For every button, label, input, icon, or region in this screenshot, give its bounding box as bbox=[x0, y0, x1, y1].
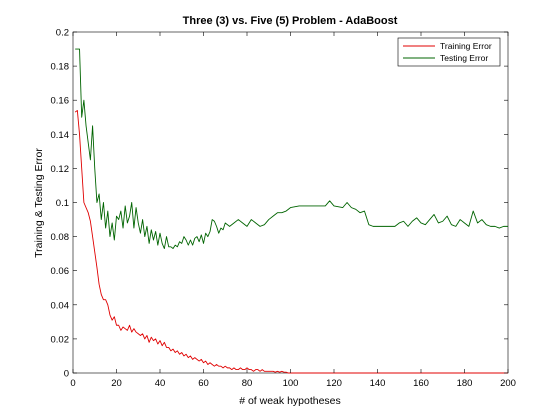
y-tick-label: 0.18 bbox=[51, 62, 70, 73]
plot-area: 0 20 40 60 80 100 120 140 160 180 200 0 0.02 0.04 0.0… bbox=[51, 28, 516, 390]
x-tick-label: 140 bbox=[370, 378, 386, 389]
x-tick-label: 200 bbox=[500, 378, 516, 389]
series-layer bbox=[74, 48, 508, 374]
x-tick-label: 0 bbox=[70, 378, 75, 389]
series-line-training-error bbox=[74, 109, 508, 374]
legend: Training Error Testing Error bbox=[397, 37, 501, 67]
x-tick-label: 60 bbox=[198, 378, 209, 389]
y-tick-label: 0.16 bbox=[51, 96, 70, 107]
x-tick-label: 100 bbox=[283, 378, 299, 389]
y-axis-label: Training & Testing Error bbox=[33, 148, 45, 258]
plot-frame bbox=[72, 31, 509, 374]
y-tick-label: 0.08 bbox=[51, 232, 70, 243]
y-tick-label: 0.12 bbox=[51, 164, 70, 175]
legend-label-testing-error: Testing Error bbox=[440, 53, 488, 63]
y-tick-label: 0.1 bbox=[56, 198, 69, 209]
x-tick-label: 20 bbox=[111, 378, 122, 389]
x-axis-label: # of weak hypotheses bbox=[239, 395, 341, 407]
x-tick-label: 80 bbox=[242, 378, 253, 389]
y-tick-label: 0.04 bbox=[51, 300, 70, 311]
legend-label-training-error: Training Error bbox=[440, 41, 492, 51]
y-tick-label: 0.2 bbox=[56, 28, 69, 39]
x-tick-label: 160 bbox=[413, 378, 429, 389]
y-tick-label: 0 bbox=[64, 369, 69, 380]
y-tick-label: 0.06 bbox=[51, 266, 70, 277]
x-tick-label: 40 bbox=[155, 378, 166, 389]
y-tick-label: 0.02 bbox=[51, 334, 70, 345]
y-tick-label: 0.14 bbox=[51, 130, 70, 141]
y-ticks: 0 0.02 0.04 0.06 0.08 0.1 0.12 0.14 0.16 0.18 0.2 bbox=[51, 28, 508, 380]
chart-title: Three (3) vs. Five (5) Problem - AdaBoos… bbox=[183, 15, 398, 27]
x-tick-label: 180 bbox=[457, 378, 473, 389]
legend-box bbox=[397, 37, 501, 67]
x-tick-label: 120 bbox=[326, 378, 342, 389]
series-line-testing-error bbox=[75, 48, 508, 249]
x-ticks: 0 20 40 60 80 100 120 140 160 180 200 bbox=[70, 32, 516, 389]
